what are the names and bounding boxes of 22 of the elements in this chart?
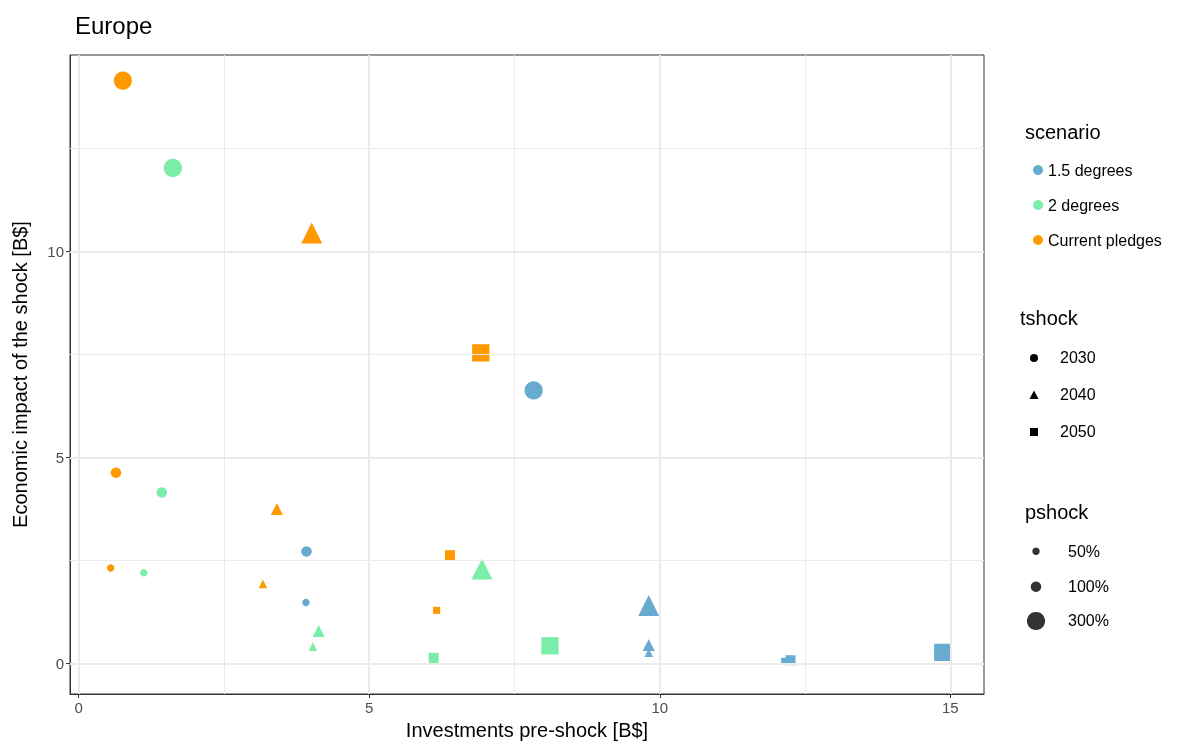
text: 2050	[1060, 423, 1096, 441]
text: 2030	[1060, 349, 1096, 367]
text: pshock	[1025, 501, 1090, 523]
legend-label: 2 degrees	[1048, 196, 1120, 214]
y-tick-label: 10	[47, 243, 64, 261]
text: 2040	[1060, 386, 1096, 404]
legend-label: 1.5 degrees	[1048, 161, 1133, 179]
y-tick-label: 0	[55, 655, 64, 673]
x-tick-label: 15	[941, 699, 959, 716]
chart-title: Europe	[75, 11, 153, 39]
x-axis-title: Investments pre-shock [B$]	[405, 719, 649, 741]
text: tshock	[1020, 307, 1079, 330]
x-tick-label: 10	[651, 699, 669, 716]
legend-label: 300%	[1068, 612, 1109, 630]
y-tick-label: 5	[55, 449, 64, 467]
legend-title: scenario	[1025, 121, 1101, 143]
legend-label: 100%	[1068, 578, 1109, 596]
y-axis-title: Economic impact of the shock [B$]	[9, 221, 31, 528]
legend-label: Current pledges	[1048, 231, 1162, 249]
legend-label: 50%	[1068, 542, 1101, 560]
x-tick-label: 5	[365, 699, 374, 716]
x-tick-label: 0	[74, 699, 83, 716]
